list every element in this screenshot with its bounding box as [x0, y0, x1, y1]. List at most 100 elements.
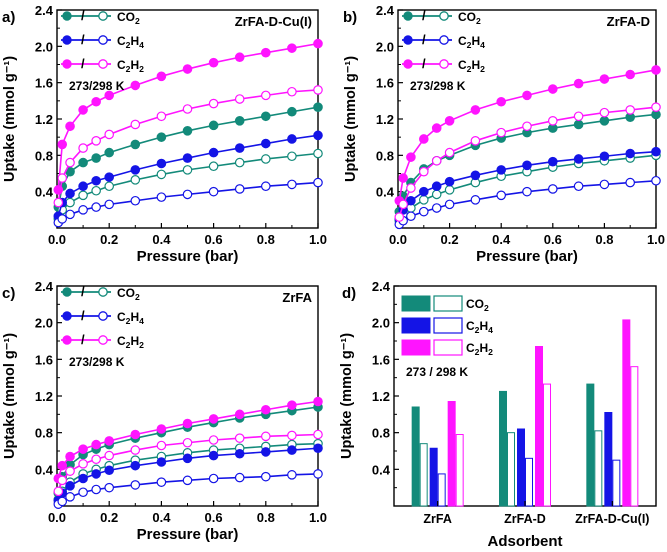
data-point [234, 52, 245, 63]
x-tick-label: 0.2 [100, 510, 118, 525]
data-point [313, 469, 323, 479]
data-point [313, 85, 323, 95]
bar [419, 443, 428, 507]
legend-separator: / [422, 56, 426, 71]
data-point [418, 195, 429, 205]
data-point [208, 414, 219, 424]
legend-temperature-note: 273/298 K [410, 79, 466, 93]
data-point [57, 475, 68, 486]
data-point [470, 136, 481, 146]
data-point [91, 175, 101, 186]
data-point [91, 153, 101, 163]
y-tick-label: 1.2 [35, 389, 53, 404]
data-point [418, 166, 429, 177]
data-point [260, 154, 271, 164]
data-point [313, 177, 323, 188]
data-point [78, 473, 88, 484]
data-point [234, 94, 245, 104]
data-point [57, 496, 68, 507]
legend-temperature-note: 273 / 298 K [406, 365, 468, 379]
legend-item: / C2H4 [61, 32, 144, 50]
data-point [104, 181, 114, 192]
data-point [130, 445, 141, 455]
data-point [260, 181, 271, 192]
x-tick-label: 0.0 [48, 510, 66, 525]
legend-marker-filled [62, 59, 72, 69]
legend-temperature-note: 273/298 K [69, 355, 125, 369]
x-tick-label: 0.0 [48, 232, 66, 247]
data-point [65, 157, 75, 168]
legend-marker-filled [62, 287, 72, 297]
data-point [418, 186, 429, 197]
y-tick-label: 2.0 [35, 39, 53, 54]
legend-marker-filled [62, 11, 72, 21]
data-point [496, 96, 506, 107]
data-point [130, 119, 141, 130]
y-tick-label: 0.4 [35, 462, 54, 477]
x-tick-label: ZrFA-D-Cu(I) [575, 512, 649, 526]
panel-label: c) [2, 285, 15, 302]
data-point [57, 214, 68, 224]
data-point [65, 209, 75, 220]
legend-marker-open [98, 59, 108, 69]
data-point [104, 90, 114, 101]
data-point [599, 116, 610, 126]
data-point [130, 195, 141, 206]
legend-marker-open [439, 35, 449, 45]
data-point [418, 134, 429, 144]
panel-label: d) [342, 285, 356, 302]
x-tick-label: 0.8 [595, 232, 613, 247]
data-point [156, 169, 167, 180]
data-point [57, 139, 68, 150]
data-point [104, 450, 114, 461]
data-point [394, 212, 405, 222]
legend-item: / CO2 [61, 8, 140, 26]
data-point [78, 143, 88, 153]
y-tick-label: 1.2 [35, 112, 53, 127]
data-point [444, 176, 455, 187]
data-point [260, 47, 271, 58]
data-point [470, 195, 481, 205]
data-point [104, 129, 114, 140]
data-point [398, 173, 408, 183]
data-point [431, 123, 442, 133]
data-point [65, 121, 75, 132]
data-point [313, 130, 323, 141]
legend-separator: / [81, 284, 85, 299]
data-point [65, 188, 75, 199]
x-tick-label: 0.0 [389, 232, 407, 247]
legend-label: C2H2 [466, 341, 493, 357]
y-tick-label: 0.8 [35, 426, 53, 441]
x-tick-label: 0.2 [100, 232, 118, 247]
data-point [313, 38, 323, 49]
data-point [182, 437, 193, 448]
data-point [313, 148, 323, 159]
data-point [104, 147, 114, 158]
data-point [78, 105, 88, 115]
data-point [208, 450, 219, 461]
data-point [208, 147, 219, 158]
y-tick-label: 0.8 [372, 426, 390, 441]
data-point [156, 71, 167, 82]
data-point [104, 465, 114, 476]
data-point [406, 183, 416, 193]
legend-swatch-filled [401, 295, 431, 312]
y-tick-label: 2.4 [35, 3, 54, 18]
legend-marker-open [98, 335, 108, 345]
legend-item: / C2H2 [61, 56, 144, 74]
y-axis-label: Uptake (mmol g⁻¹) [2, 333, 18, 459]
data-point [65, 492, 75, 502]
data-point [234, 143, 245, 153]
data-point [313, 396, 323, 407]
data-point [91, 439, 101, 450]
data-point [104, 172, 114, 182]
bar [455, 434, 464, 507]
data-point [78, 444, 88, 454]
data-point [573, 181, 584, 192]
data-point [182, 475, 193, 486]
legend-marker-filled [403, 35, 413, 45]
data-point [573, 119, 584, 130]
data-point [287, 400, 297, 410]
data-point [470, 170, 481, 181]
